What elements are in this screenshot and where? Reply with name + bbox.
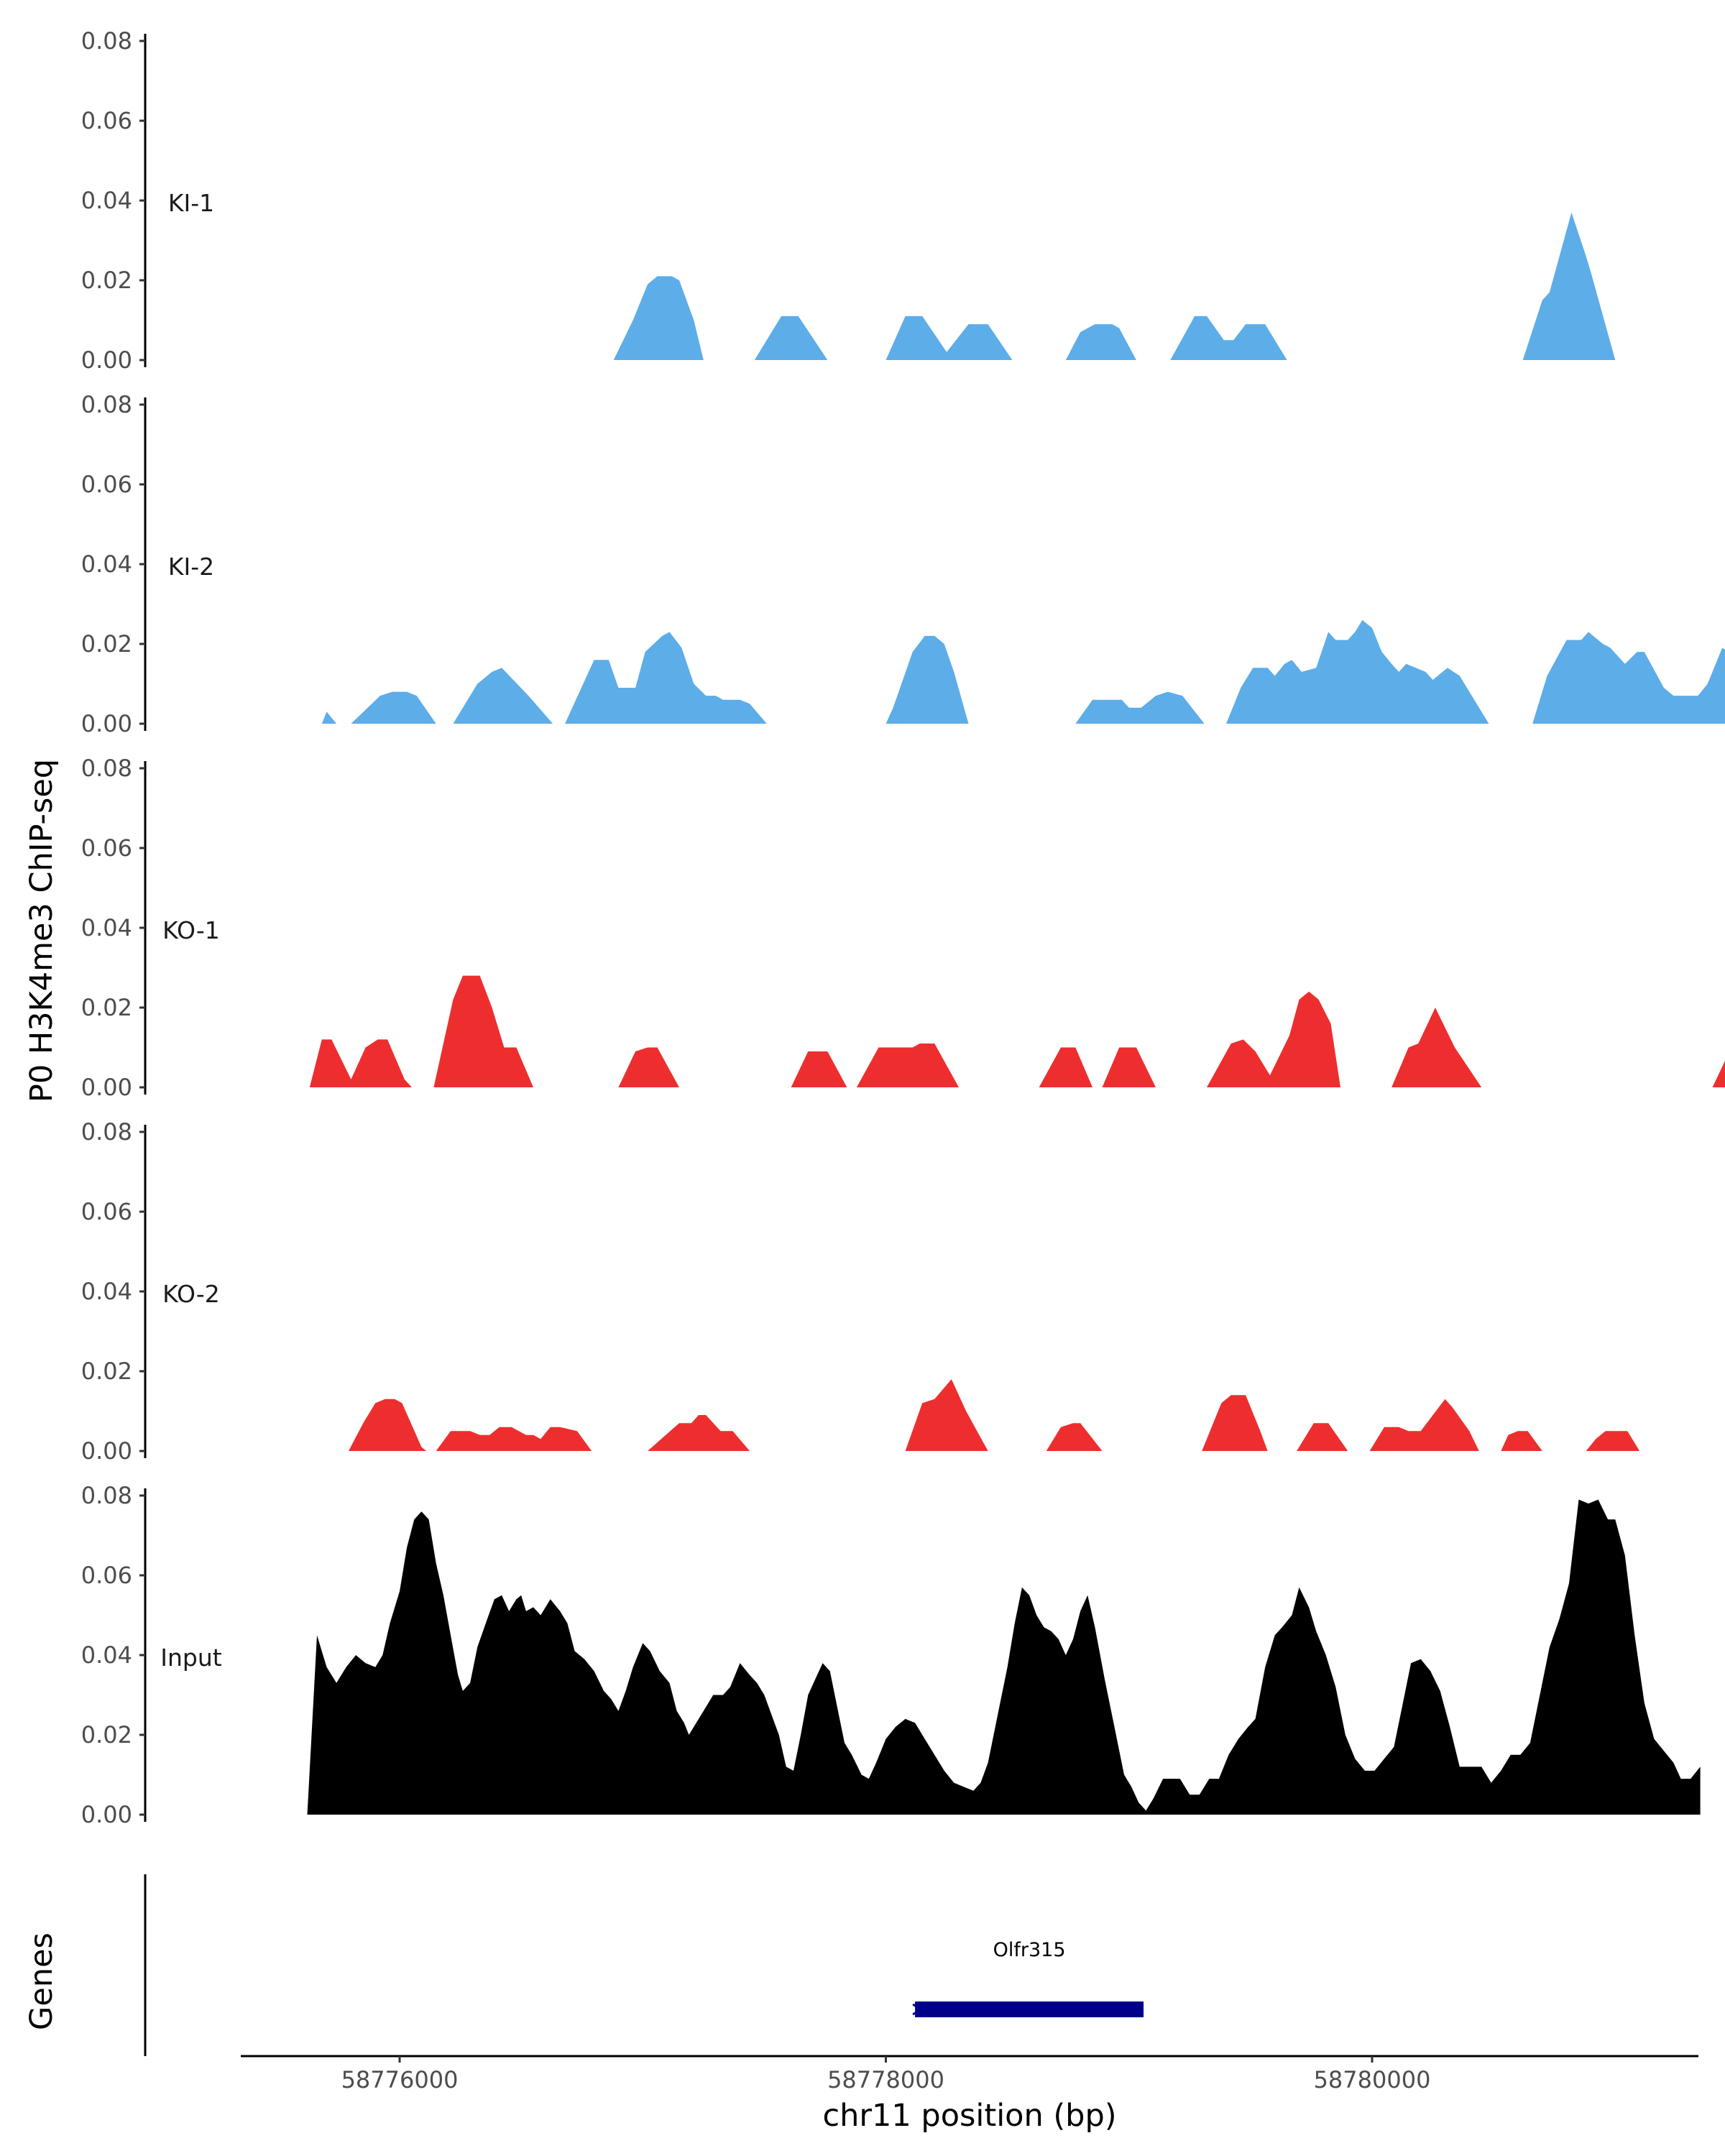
y-tick-label: 0.04 bbox=[81, 1641, 132, 1669]
x-tick-label: 58778000 bbox=[827, 2066, 944, 2093]
signal-area-ko-1 bbox=[309, 975, 1725, 1087]
track-label-ki-2: KI-2 bbox=[168, 553, 214, 581]
signal-area-ki-2 bbox=[321, 619, 1725, 724]
signal-area-input bbox=[307, 1499, 1701, 1815]
y-axis-title: P0 H3K4me3 ChIP-seq bbox=[24, 759, 60, 1102]
track-ki-1: 0.00 0.02 0.04 0.06 0.08 KI-1 bbox=[81, 27, 1616, 374]
y-tick-label: 0.06 bbox=[81, 107, 132, 134]
y-tick-label: 0.08 bbox=[81, 1482, 132, 1509]
y-tick-label: 0.00 bbox=[81, 1437, 132, 1465]
y-tick-label: 0.06 bbox=[81, 1198, 132, 1225]
x-axis: 58776000 58778000 58780000 bbox=[241, 2055, 1698, 2093]
track-input: 0.00 0.02 0.04 0.06 0.08 Input bbox=[81, 1482, 1701, 1828]
x-axis-title: chr11 position (bp) bbox=[822, 2098, 1116, 2134]
y-tick-label: 0.08 bbox=[81, 27, 132, 55]
track-ko-1: 0.00 0.02 0.04 0.06 0.08 KO-1 bbox=[81, 755, 1725, 1101]
y-tick-label: 0.02 bbox=[81, 1358, 132, 1385]
y-tick-label: 0.00 bbox=[81, 1074, 132, 1101]
signal-area-ki-1 bbox=[613, 212, 1616, 360]
y-tick-label: 0.00 bbox=[81, 346, 132, 374]
genes-panel-title: Genes bbox=[24, 1932, 60, 2030]
signal-area-ko-2 bbox=[349, 1379, 1640, 1451]
y-tick-label: 0.02 bbox=[81, 994, 132, 1021]
tracks-layer: 0.00 0.02 0.04 0.06 0.08 KI-1 0.00 0.02 0.04 0.06… bbox=[81, 27, 1725, 1828]
x-tick-label: 58776000 bbox=[341, 2066, 459, 2093]
strand-arrow-icon bbox=[912, 2003, 924, 2016]
x-tick-label: 58780000 bbox=[1314, 2066, 1431, 2093]
track-label-input: Input bbox=[160, 1644, 222, 1672]
y-tick-label: 0.04 bbox=[81, 187, 132, 214]
genes-layer: Olfr315 bbox=[912, 1939, 1144, 2017]
y-tick-label: 0.04 bbox=[81, 550, 132, 578]
y-tick-label: 0.02 bbox=[81, 267, 132, 294]
y-tick-label: 0.06 bbox=[81, 834, 132, 862]
gene-body bbox=[915, 2001, 1144, 2017]
y-tick-label: 0.02 bbox=[81, 1721, 132, 1749]
y-tick-label: 0.06 bbox=[81, 471, 132, 498]
track-ki-2: 0.00 0.02 0.04 0.06 0.08 KI-2 bbox=[81, 391, 1725, 737]
track-ko-2: 0.00 0.02 0.04 0.06 0.08 KO-2 bbox=[81, 1118, 1640, 1465]
gene-label: Olfr315 bbox=[993, 1939, 1066, 1961]
genes-panel: Genes Olfr315 bbox=[24, 1874, 1144, 2056]
y-tick-label: 0.08 bbox=[81, 755, 132, 782]
y-tick-label: 0.06 bbox=[81, 1562, 132, 1589]
y-tick-label: 0.00 bbox=[81, 1801, 132, 1828]
track-label-ko-2: KO-2 bbox=[162, 1280, 220, 1308]
y-tick-label: 0.00 bbox=[81, 710, 132, 737]
y-tick-label: 0.02 bbox=[81, 630, 132, 658]
y-tick-label: 0.04 bbox=[81, 1278, 132, 1305]
y-tick-label: 0.04 bbox=[81, 914, 132, 941]
y-tick-label: 0.08 bbox=[81, 1118, 132, 1146]
gene-olfr315: Olfr315 bbox=[912, 1939, 1144, 2017]
y-tick-label: 0.08 bbox=[81, 391, 132, 418]
track-label-ko-1: KO-1 bbox=[162, 916, 220, 944]
track-label-ki-1: KI-1 bbox=[168, 189, 214, 217]
